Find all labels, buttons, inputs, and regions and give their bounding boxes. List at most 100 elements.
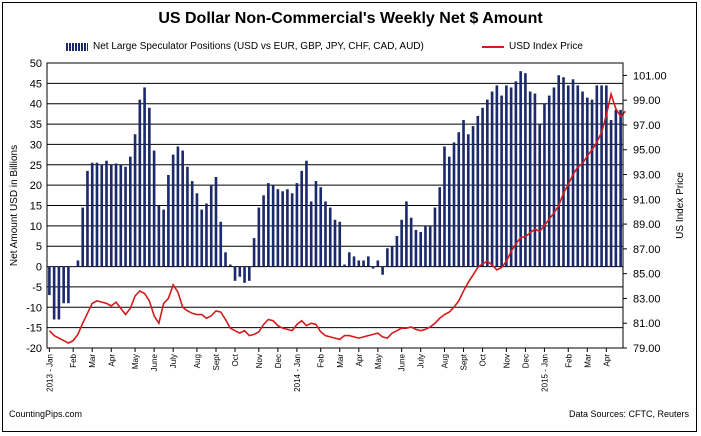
bar-56 — [314, 181, 318, 267]
y2-tick-label: 95.00 — [633, 145, 661, 157]
bar-41 — [243, 266, 246, 283]
bar-91 — [481, 107, 484, 267]
bar-107 — [557, 75, 561, 267]
bar-7 — [81, 207, 85, 267]
bar-1 — [52, 266, 56, 320]
y-tick-label: 40 — [30, 99, 42, 111]
x-tick-label: Dec — [521, 354, 530, 368]
bar-78 — [419, 231, 422, 267]
bar-6 — [76, 260, 80, 267]
x-tick-label: Apr — [107, 354, 116, 367]
legend-item-line: USD Index Price — [482, 41, 583, 52]
bar-61 — [338, 221, 342, 267]
y2-tick-label: 99.00 — [633, 95, 661, 107]
bar-4 — [67, 266, 70, 304]
bar-42 — [248, 266, 251, 281]
bar-63 — [347, 252, 351, 267]
bar-72 — [390, 246, 394, 267]
bar-52 — [295, 183, 299, 267]
bar-60 — [333, 219, 337, 267]
y2-tick-label: 101.00 — [633, 70, 667, 82]
bar-81 — [433, 207, 437, 267]
footer-source-right: Data Sources: CFTC, Reuters — [568, 409, 689, 419]
bar-11 — [100, 164, 104, 267]
x-tick-label: May — [374, 354, 383, 369]
bar-12 — [105, 160, 108, 267]
grid-lines — [47, 62, 623, 349]
bar-118 — [609, 120, 613, 267]
bar-13 — [109, 164, 113, 267]
x-tick-label: Oct — [479, 353, 488, 366]
legend-label-line: USD Index Price — [509, 41, 583, 52]
bar-51 — [290, 193, 294, 267]
bar-14 — [114, 163, 118, 267]
y-tick-label: -20 — [26, 343, 42, 355]
bar-69 — [376, 260, 380, 267]
bar-58 — [324, 201, 327, 267]
plot-area-border — [46, 62, 624, 349]
bar-55 — [309, 201, 313, 267]
bar-110 — [571, 79, 575, 267]
bar-112 — [581, 91, 584, 267]
y-tick-label: 50 — [30, 58, 42, 70]
bar-87 — [462, 120, 465, 267]
bar-79 — [424, 225, 427, 267]
y2-tick-label: 81.00 — [633, 318, 661, 330]
x-tick-label: Aug — [440, 354, 449, 368]
y-tick-label: 0 — [36, 262, 42, 274]
bar-44 — [257, 207, 261, 267]
bar-108 — [562, 77, 565, 267]
bar-45 — [262, 195, 265, 267]
bar-64 — [352, 256, 356, 267]
bar-84 — [447, 156, 451, 267]
bar-74 — [400, 219, 403, 267]
x-tick-label: Mar — [583, 354, 592, 368]
bar-65 — [357, 260, 361, 267]
bar-68 — [371, 266, 375, 269]
bar-113 — [585, 97, 589, 267]
bar-18 — [133, 134, 137, 267]
bar-98 — [514, 81, 518, 267]
usd-index-line — [48, 90, 626, 344]
legend-item-bars: Net Large Speculator Positions (USD vs E… — [66, 41, 424, 52]
bar-120 — [619, 109, 622, 267]
y-tick-label: -15 — [26, 323, 42, 335]
bar-103 — [538, 124, 542, 267]
x-tick-label: June — [398, 353, 407, 371]
bar-119 — [614, 109, 618, 267]
x-tick-label: July — [169, 354, 178, 368]
y2-tick-label: 87.00 — [633, 244, 661, 256]
bar-24 — [162, 209, 165, 267]
x-tick-label: Oct — [231, 353, 240, 366]
bar-34 — [209, 185, 213, 267]
bar-27 — [176, 146, 180, 267]
x-axis-ticks: 2013 - Jan Feb Mar Apr May June July Aug Sept Oct… — [45, 348, 611, 392]
bar-77 — [414, 229, 418, 267]
bar-25 — [167, 174, 170, 267]
bar-114 — [590, 99, 594, 267]
bar-67 — [367, 256, 370, 267]
x-tick-label: Feb — [317, 353, 326, 367]
x-tick-label: Mar — [336, 354, 345, 368]
footer-source-left: CountingPips.com — [9, 409, 83, 419]
x-tick-label: Apr — [355, 354, 364, 367]
bar-9 — [90, 162, 94, 267]
bar-32 — [200, 209, 204, 267]
bar-53 — [300, 170, 303, 267]
bar-35 — [214, 177, 218, 267]
y2-tick-label: 97.00 — [633, 120, 661, 132]
bar-23 — [157, 205, 161, 267]
bar-95 — [500, 95, 503, 267]
x-tick-label: Aug — [193, 354, 202, 368]
bar-92 — [486, 99, 489, 267]
bar-106 — [552, 87, 556, 267]
bar-109 — [566, 85, 570, 267]
y-tick-label: 45 — [30, 78, 42, 90]
bar-90 — [476, 115, 480, 267]
bar-33 — [205, 203, 208, 267]
y2-tick-label: 91.00 — [633, 194, 661, 206]
bar-105 — [547, 95, 551, 267]
y2-axis-label: US Index Price — [675, 172, 686, 239]
legend-line-swatch — [482, 45, 504, 48]
